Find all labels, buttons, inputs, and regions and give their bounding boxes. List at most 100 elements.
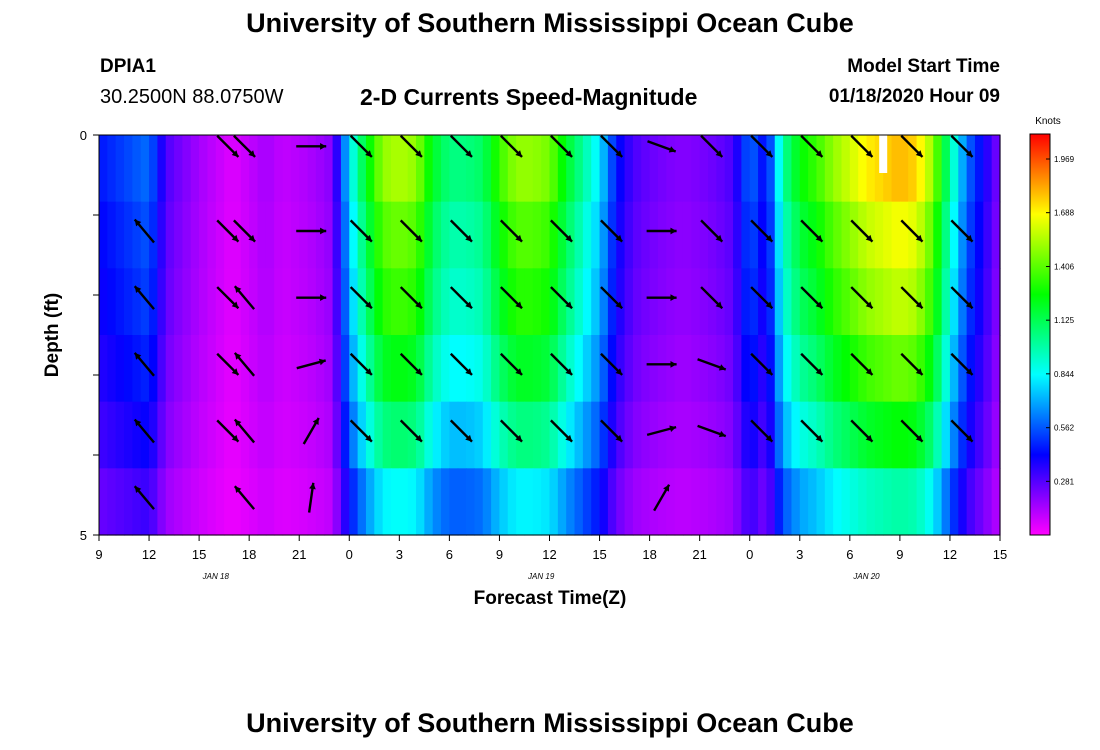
current-arrow xyxy=(233,485,256,510)
heatmap-cell xyxy=(541,401,551,469)
heatmap-cell xyxy=(958,201,968,269)
heatmap-cell xyxy=(124,335,133,403)
current-arrow xyxy=(233,219,256,243)
heatmap-cell xyxy=(382,468,392,536)
heatmap-cell xyxy=(132,201,142,269)
heatmap-cell xyxy=(758,268,767,336)
current-arrow xyxy=(499,286,523,310)
heatmap-cell xyxy=(399,401,409,469)
heatmap-cell xyxy=(457,268,467,336)
heatmap-cell xyxy=(824,135,834,203)
heatmap-cell xyxy=(699,135,709,203)
heatmap-cell xyxy=(474,468,484,536)
heatmap-cell xyxy=(315,335,325,403)
heatmap-cell xyxy=(182,201,192,269)
heatmap-cell xyxy=(566,335,576,403)
heatmap-cell xyxy=(983,201,993,269)
x-tick-label: 12 xyxy=(542,547,556,562)
heatmap-cell xyxy=(607,401,617,469)
heatmap-cell xyxy=(424,201,434,269)
x-tick-label: 6 xyxy=(446,547,453,562)
heatmap-cell xyxy=(874,468,884,536)
heatmap-cell xyxy=(641,201,651,269)
current-arrow xyxy=(233,418,256,444)
arrow-head xyxy=(615,234,623,242)
heatmap-cell xyxy=(190,468,200,536)
heatmap-cell xyxy=(524,201,534,269)
heatmap-cell xyxy=(908,401,918,469)
heatmap-cell xyxy=(274,401,284,469)
heatmap-cell xyxy=(224,468,234,536)
current-arrow xyxy=(499,419,523,443)
heatmap-cell xyxy=(474,335,484,403)
arrow-head xyxy=(565,234,573,242)
arrow-head xyxy=(765,368,773,375)
heatmap-cell xyxy=(849,401,859,469)
current-arrow xyxy=(296,227,327,235)
heatmap-cell xyxy=(733,401,742,469)
heatmap-cell xyxy=(349,401,359,469)
current-arrow xyxy=(950,219,974,243)
current-arrow xyxy=(600,419,624,443)
date-label: JAN 19 xyxy=(527,572,555,581)
heatmap-cell xyxy=(974,401,984,469)
heatmap-cell xyxy=(524,268,534,336)
heatmap-cell xyxy=(708,268,717,336)
heatmap-cell xyxy=(207,268,217,336)
heatmap-cell xyxy=(891,468,901,536)
heatmap-cell xyxy=(641,135,651,203)
heatmap-cell xyxy=(140,468,150,536)
heatmap-cell xyxy=(424,468,434,536)
heatmap-cell xyxy=(974,268,984,336)
heatmap-cell xyxy=(507,335,517,403)
current-arrow xyxy=(850,352,874,376)
x-tick-label: 21 xyxy=(292,547,306,562)
heatmap-cell xyxy=(149,335,158,403)
heatmap-cell xyxy=(891,268,901,336)
heatmap-cell xyxy=(99,135,108,203)
heatmap-cell xyxy=(933,468,943,536)
heatmap-cell xyxy=(416,468,425,536)
current-arrow xyxy=(349,419,373,443)
heatmap-cell xyxy=(466,335,476,403)
heatmap-cell xyxy=(866,201,876,269)
heatmap-cell xyxy=(240,135,250,203)
heatmap-cell xyxy=(357,335,367,403)
current-arrow xyxy=(850,419,874,443)
heatmap-cell xyxy=(524,135,534,203)
arrow-head xyxy=(134,219,142,227)
heatmap-cell xyxy=(916,468,926,536)
heatmap-cell xyxy=(382,135,392,203)
heatmap-cell xyxy=(841,268,851,336)
heatmap-cell xyxy=(499,401,509,469)
heatmap-cell xyxy=(799,335,809,403)
arrow-head xyxy=(320,294,327,302)
x-tick-label: 15 xyxy=(192,547,206,562)
heatmap-cell xyxy=(724,268,734,336)
heatmap-cell xyxy=(674,335,684,403)
colorbar: 1.969 1.688 1.406 1.125 0.844 0.562 0.281 xyxy=(1029,133,1075,536)
heatmap-cell xyxy=(933,335,943,403)
heatmap-cell xyxy=(274,135,284,203)
current-arrow xyxy=(302,417,320,445)
heatmap-cell xyxy=(190,268,200,336)
heatmap-cell xyxy=(124,201,133,269)
heatmap-cell xyxy=(599,468,609,536)
colorbar-label: 1.688 xyxy=(1054,209,1075,218)
heatmap-cell xyxy=(482,135,492,203)
heatmap-cell xyxy=(682,335,692,403)
heatmap-cell xyxy=(107,135,117,203)
heatmap-cell xyxy=(315,468,325,536)
heatmap-cell xyxy=(240,468,250,536)
heatmap-cell xyxy=(816,268,826,336)
heatmap-cell xyxy=(791,201,801,269)
heatmap-cell xyxy=(708,335,717,403)
arrow-head xyxy=(312,418,319,426)
heatmap-cell xyxy=(749,268,759,336)
heatmap-cell xyxy=(966,401,976,469)
heatmap-cell xyxy=(199,201,209,269)
heatmap-cell xyxy=(441,468,450,536)
heatmap-cell xyxy=(591,268,601,336)
heatmap-cell xyxy=(616,401,626,469)
current-arrow xyxy=(216,286,240,310)
